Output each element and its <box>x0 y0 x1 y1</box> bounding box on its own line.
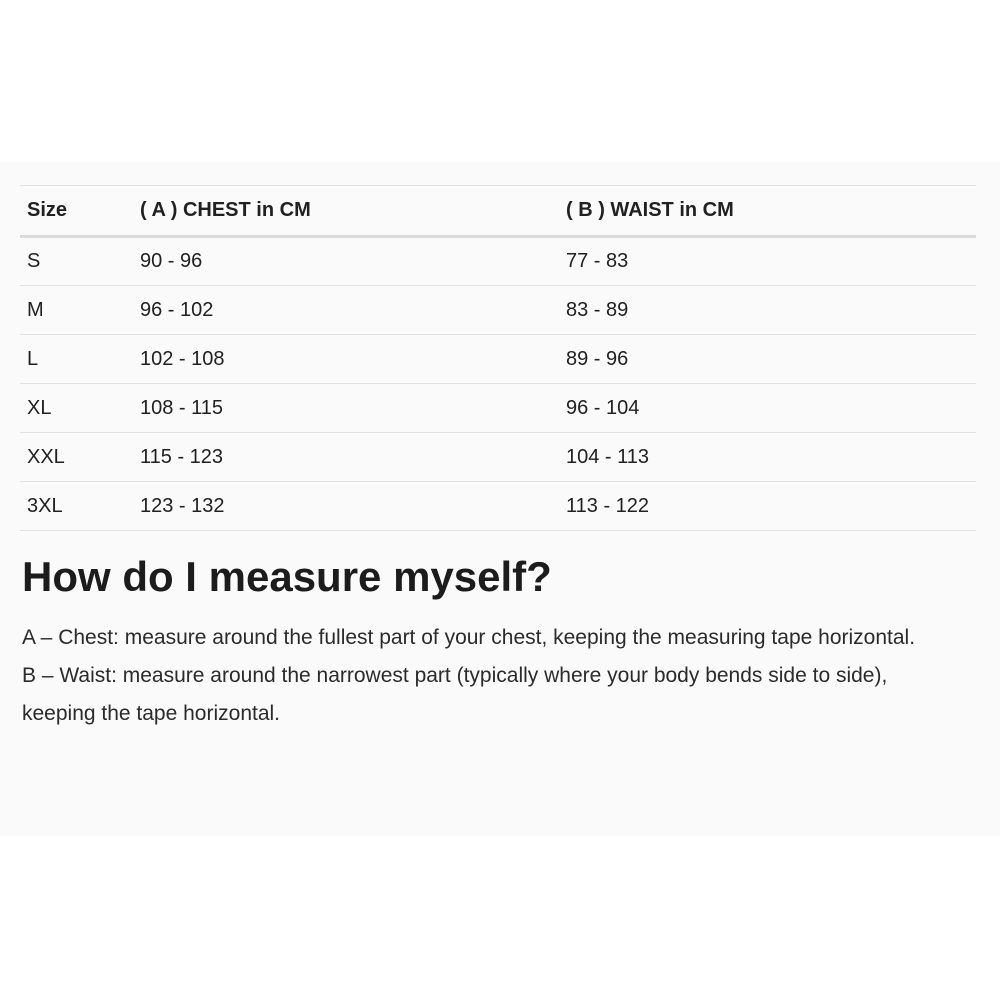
size-cell: S <box>20 236 133 286</box>
waist-cell: 83 - 89 <box>559 285 976 335</box>
table-row: XXL 115 - 123 104 - 113 <box>20 432 976 482</box>
table-row: M 96 - 102 83 - 89 <box>20 285 976 335</box>
chest-cell: 90 - 96 <box>133 236 559 286</box>
size-cell: XL <box>20 383 133 433</box>
size-cell: M <box>20 285 133 335</box>
waist-cell: 77 - 83 <box>559 236 976 286</box>
chest-cell: 115 - 123 <box>133 432 559 482</box>
waist-cell: 104 - 113 <box>559 432 976 482</box>
col-header-waist: ( B ) WAIST in CM <box>559 185 976 238</box>
waist-cell: 113 - 122 <box>559 481 976 531</box>
waist-cell: 96 - 104 <box>559 383 976 433</box>
size-cell: L <box>20 334 133 384</box>
size-cell: XXL <box>20 432 133 482</box>
chest-measure-instructions: A – Chest: measure around the fullest pa… <box>22 626 916 650</box>
chest-cell: 102 - 108 <box>133 334 559 384</box>
waist-measure-instructions: B – Waist: measure around the narrowest … <box>22 664 888 726</box>
waist-cell: 89 - 96 <box>559 334 976 384</box>
table-row: S 90 - 96 77 - 83 <box>20 236 976 286</box>
col-header-size: Size <box>20 185 133 238</box>
chest-cell: 108 - 115 <box>133 383 559 433</box>
size-chart-table: Size ( A ) CHEST in CM ( B ) WAIST in CM… <box>20 185 976 531</box>
size-guide-panel: Size ( A ) CHEST in CM ( B ) WAIST in CM… <box>0 162 1000 836</box>
size-cell: 3XL <box>20 481 133 531</box>
table-row: XL 108 - 115 96 - 104 <box>20 383 976 433</box>
size-chart-body: S 90 - 96 77 - 83 M 96 - 102 83 - 89 L 1… <box>20 236 976 531</box>
header-row: Size ( A ) CHEST in CM ( B ) WAIST in CM <box>20 185 976 238</box>
chest-cell: 123 - 132 <box>133 481 559 531</box>
chest-cell: 96 - 102 <box>133 285 559 335</box>
table-row: L 102 - 108 89 - 96 <box>20 334 976 384</box>
col-header-chest: ( A ) CHEST in CM <box>133 185 559 238</box>
measure-guide-heading: How do I measure myself? <box>22 553 552 600</box>
table-row: 3XL 123 - 132 113 - 122 <box>20 481 976 531</box>
size-chart-header: Size ( A ) CHEST in CM ( B ) WAIST in CM <box>20 185 976 238</box>
